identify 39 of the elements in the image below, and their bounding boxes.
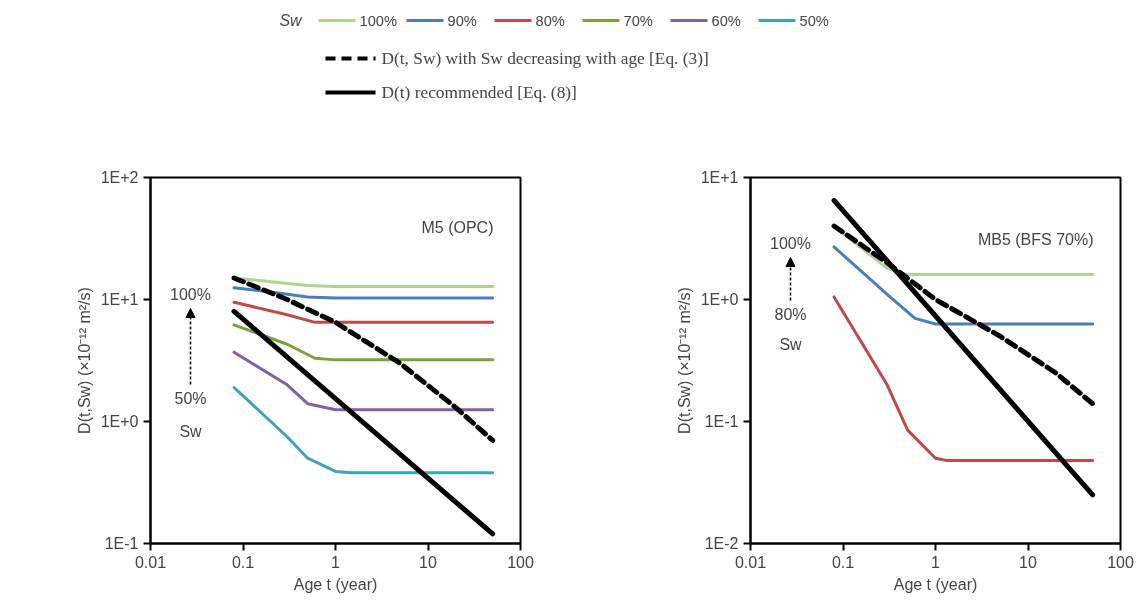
annotation: 100% bbox=[170, 286, 211, 303]
annotation: MB5 (BFS 70%) bbox=[977, 230, 1094, 248]
x-tick-label: 1 bbox=[931, 553, 941, 571]
y-tick-label: 1E+1 bbox=[700, 169, 739, 186]
legend-label: 70% bbox=[623, 12, 653, 29]
x-tick-label: 0.1 bbox=[831, 553, 855, 571]
y-tick-label: 1E+2 bbox=[100, 169, 139, 186]
y-tick-label: 1E+1 bbox=[100, 291, 139, 308]
y-tick-label: 1E-1 bbox=[704, 413, 739, 430]
y-tick-label: 1E+0 bbox=[100, 413, 139, 430]
legend-label: D(t, Sw) with Sw decreasing with age [Eq. (3)] bbox=[381, 49, 709, 68]
x-tick-label: 100 bbox=[1107, 553, 1134, 571]
legend-label: 90% bbox=[447, 12, 477, 29]
annotation: Sw bbox=[779, 336, 803, 353]
legend-label: D(t) recommended [Eq. (8)] bbox=[381, 83, 577, 102]
x-axis-title: Age t (year) bbox=[293, 575, 378, 593]
x-tick-label: 0.01 bbox=[134, 553, 167, 571]
y-tick-label: 1E-2 bbox=[704, 535, 739, 552]
annotation: Sw bbox=[179, 423, 203, 440]
x-tick-label: 0.1 bbox=[231, 553, 255, 571]
legend-label: 100% bbox=[359, 12, 397, 29]
x-tick-label: 10 bbox=[1019, 553, 1037, 571]
annotation: 50% bbox=[174, 390, 207, 407]
legend-label: 80% bbox=[535, 12, 565, 29]
annotation: M5 (OPC) bbox=[421, 218, 494, 236]
annotation: 80% bbox=[774, 306, 807, 323]
legend-title: Sw bbox=[279, 12, 304, 29]
y-tick-label: 1E-1 bbox=[104, 535, 139, 552]
x-tick-label: 1 bbox=[331, 553, 341, 571]
y-axis-title: D(t,Sw) (×10⁻¹² m²/s) bbox=[75, 287, 93, 434]
x-tick-label: 0.01 bbox=[734, 553, 767, 571]
x-axis-title: Age t (year) bbox=[893, 575, 978, 593]
annotation: 100% bbox=[770, 235, 811, 252]
x-tick-label: 100 bbox=[507, 553, 534, 571]
x-tick-label: 10 bbox=[419, 553, 437, 571]
legend-label: 60% bbox=[711, 12, 741, 29]
y-axis-title: D(t,Sw) (×10⁻¹² m²/s) bbox=[675, 287, 693, 434]
y-tick-label: 1E+0 bbox=[700, 291, 739, 308]
legend-label: 50% bbox=[799, 12, 829, 29]
